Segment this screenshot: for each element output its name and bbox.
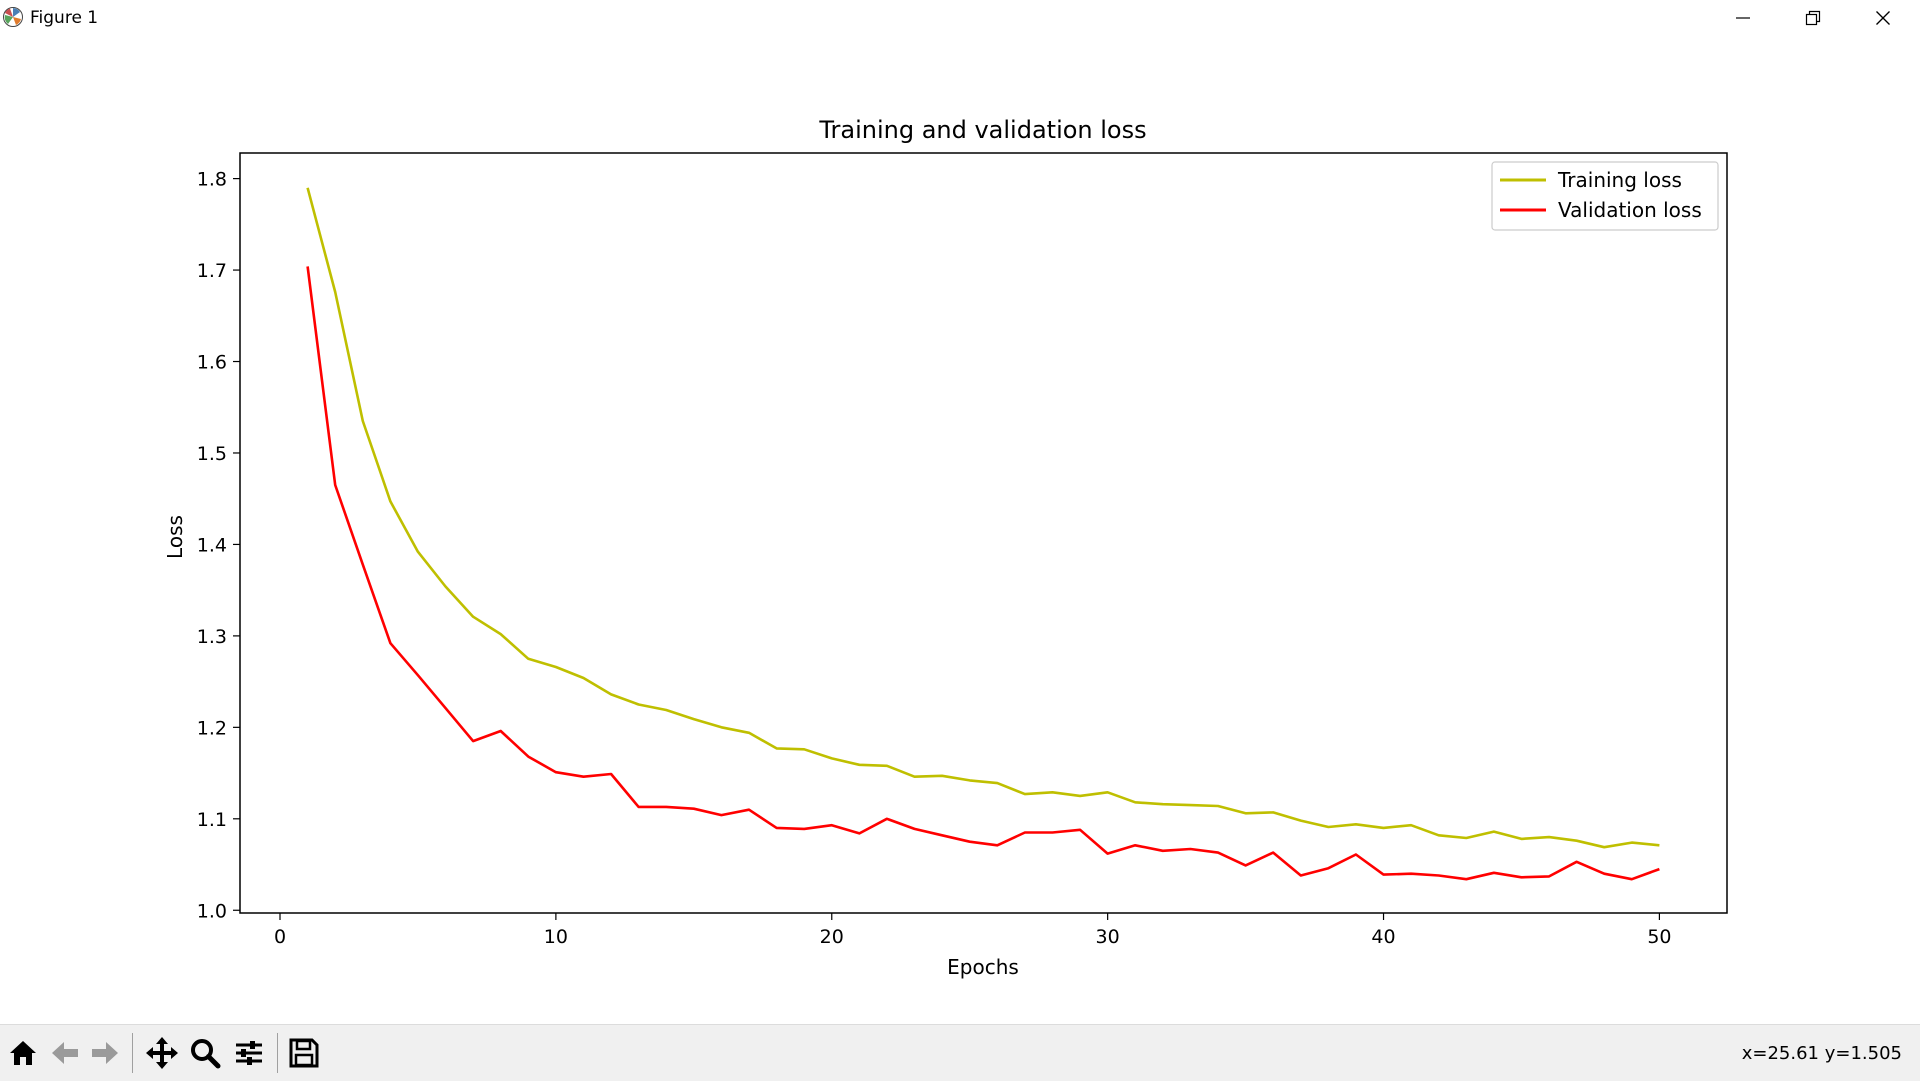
forward-button[interactable] [86, 1034, 124, 1072]
minimize-icon [1736, 17, 1750, 19]
y-tick-label: 1.1 [197, 809, 227, 831]
pan-button[interactable] [143, 1034, 181, 1072]
legend: Training loss Validation loss [1491, 161, 1719, 231]
back-arrow-icon [52, 1042, 78, 1064]
close-button[interactable] [1848, 0, 1918, 36]
y-tick-label: 1.4 [197, 534, 227, 556]
cursor-coordinates: x=25.61 y=1.505 [1741, 1043, 1902, 1064]
chart-title: Training and validation loss [818, 116, 1146, 144]
y-tick-label: 1.3 [197, 626, 227, 648]
x-tick-label: 10 [544, 926, 568, 948]
x-axis-label: Epochs [947, 955, 1019, 979]
matplotlib-icon [3, 7, 23, 27]
y-tick-label: 1.6 [197, 352, 227, 374]
configure-subplots-icon [236, 1041, 262, 1065]
x-tick-label: 50 [1647, 926, 1671, 948]
validation-loss-line [306, 266, 1660, 881]
configure-subplots-button[interactable] [230, 1034, 268, 1072]
window-titlebar: Figure 1 [0, 0, 1920, 36]
legend-label-validation: Validation loss [1558, 198, 1702, 222]
window-title: Figure 1 [30, 8, 99, 28]
x-tick-label: 40 [1371, 926, 1395, 948]
save-button[interactable] [285, 1034, 323, 1072]
home-button[interactable] [4, 1034, 42, 1072]
y-tick-label: 1.2 [197, 717, 227, 739]
close-icon [1876, 11, 1890, 25]
y-axis-label: Loss [163, 515, 187, 559]
figure-canvas[interactable]: Training and validation loss Epochs Loss… [0, 36, 1920, 1024]
plot-frame [239, 152, 1728, 914]
forward-arrow-icon [92, 1042, 118, 1064]
zoom-icon [191, 1039, 221, 1069]
axis-ticks: 0 10 20 30 40 50 1.0 1.1 1.2 1.3 1.4 1.5 1.6 1.7 1.8 [197, 169, 1672, 948]
y-tick-label: 1.0 [197, 900, 227, 922]
minimize-button[interactable] [1708, 0, 1778, 36]
y-tick-label: 1.7 [197, 260, 227, 282]
x-tick-label: 30 [1096, 926, 1120, 948]
zoom-button[interactable] [186, 1034, 224, 1072]
y-tick-label: 1.8 [197, 169, 227, 191]
loss-chart: Training and validation loss Epochs Loss… [163, 116, 1728, 979]
home-icon [10, 1041, 36, 1065]
pan-icon [146, 1037, 178, 1069]
legend-label-training: Training loss [1557, 168, 1682, 192]
x-tick-label: 20 [820, 926, 844, 948]
restore-button[interactable] [1778, 0, 1848, 36]
training-loss-line [306, 187, 1660, 849]
series-lines [306, 187, 1660, 881]
legend-box [1491, 161, 1719, 231]
x-tick-label: 0 [274, 926, 286, 948]
back-button[interactable] [46, 1034, 84, 1072]
toolbar-separator [277, 1033, 278, 1073]
navigation-toolbar: x=25.61 y=1.505 [0, 1024, 1920, 1081]
save-icon [289, 1038, 319, 1068]
y-tick-label: 1.5 [197, 443, 227, 465]
restore-icon [1805, 10, 1821, 26]
toolbar-separator [132, 1033, 133, 1073]
